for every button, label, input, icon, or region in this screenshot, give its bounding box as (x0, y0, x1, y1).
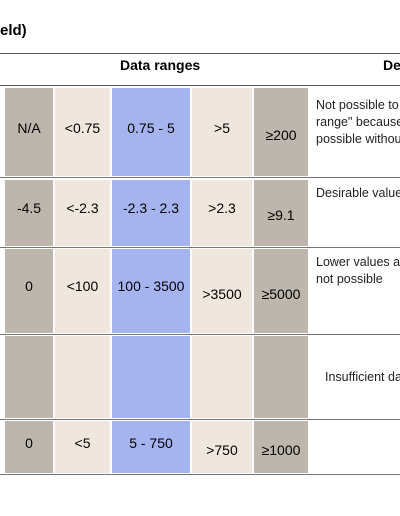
table-title: eld) (0, 22, 27, 39)
range-cell: N/A (5, 88, 53, 176)
range-value: ≥5000 (261, 286, 301, 302)
range-cell: 0 (5, 421, 53, 473)
row-description: Not possible to range" because possible wi… (316, 97, 400, 148)
row-divider (0, 419, 400, 420)
range-value: >750 (206, 442, 238, 458)
description-line: Insufficient da (325, 370, 400, 384)
range-cell: <-2.3 (55, 180, 110, 246)
range-value: ≥9.1 (267, 207, 295, 223)
range-value: -2.3 - 2.3 (122, 200, 180, 216)
range-value: <5 (74, 435, 91, 451)
range-value: <0.75 (64, 120, 101, 136)
range-cell (55, 336, 110, 418)
header-data-ranges: Data ranges (120, 57, 201, 73)
description-line: Desirable value (316, 186, 400, 200)
range-value: -4.5 (16, 200, 42, 216)
range-cell: >750 (192, 421, 252, 473)
row-description: Lower values ar not possible (316, 254, 400, 288)
range-value: 5 - 750 (129, 435, 173, 451)
row-divider (0, 334, 400, 335)
range-cell: 0.75 - 5 (112, 88, 190, 176)
range-cell: <5 (55, 421, 110, 473)
row-divider (0, 474, 400, 475)
range-cell (112, 336, 190, 418)
range-cell: ≥1000 (254, 421, 308, 473)
range-cell: 5 - 750 (112, 421, 190, 473)
header-top-rule (0, 53, 400, 54)
range-value: 0 (25, 278, 33, 294)
range-cell: ≥9.1 (254, 180, 308, 246)
row-divider (0, 247, 400, 248)
description-line: Not possible to (316, 98, 399, 112)
row-divider (0, 177, 400, 178)
range-cell (254, 336, 308, 418)
range-cell: ≥5000 (254, 249, 308, 333)
description-line: Lower values ar (316, 255, 400, 269)
range-cell: 0 (5, 249, 53, 333)
header-bottom-rule (0, 85, 400, 86)
row-description: Insufficient da (325, 369, 400, 386)
description-line: possible withou (316, 132, 400, 146)
range-cell: 100 - 3500 (112, 249, 190, 333)
range-cell (5, 336, 53, 418)
range-cell: -2.3 - 2.3 (112, 180, 190, 246)
range-value: 100 - 3500 (117, 278, 185, 294)
range-cell: >3500 (192, 249, 252, 333)
header-description: De (383, 57, 400, 73)
range-value: <-2.3 (66, 200, 99, 216)
range-value: 0 (25, 435, 33, 451)
range-value: <100 (66, 278, 99, 294)
range-cell: >5 (192, 88, 252, 176)
range-cell: ≥200 (254, 88, 308, 176)
range-cell: -4.5 (5, 180, 53, 246)
range-cell: <100 (55, 249, 110, 333)
range-value: >2.3 (208, 200, 236, 216)
range-value: 0.75 - 5 (127, 120, 175, 136)
range-cell (192, 336, 252, 418)
range-value: >3500 (202, 286, 242, 302)
range-value: N/A (17, 120, 41, 136)
description-line: range" because (316, 115, 400, 129)
range-value: ≥1000 (261, 442, 301, 458)
range-value: >5 (214, 120, 230, 136)
range-value: ≥200 (265, 127, 297, 143)
range-cell: >2.3 (192, 180, 252, 246)
row-description: Desirable value (316, 185, 400, 202)
range-cell: <0.75 (55, 88, 110, 176)
description-line: not possible (316, 272, 383, 286)
